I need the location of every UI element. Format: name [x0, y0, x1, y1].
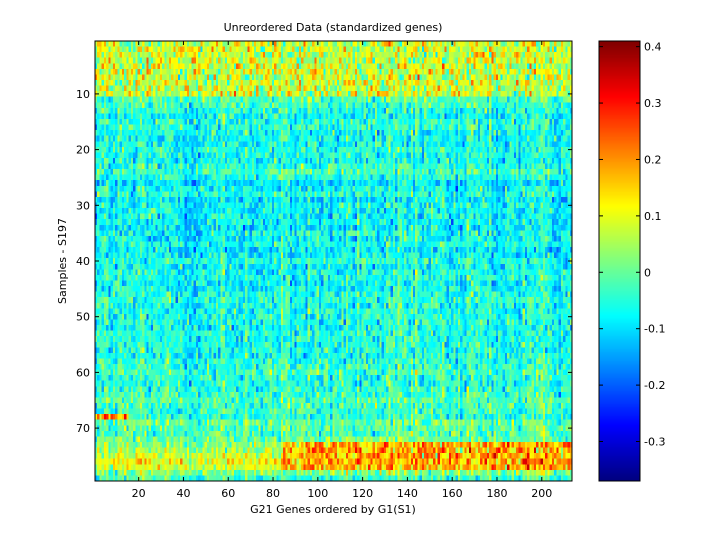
x-tick-label: 100 — [307, 487, 328, 500]
colorbar-gradient — [599, 41, 640, 481]
colorbar-tick-label: -0.3 — [644, 436, 665, 449]
x-tick-label: 60 — [221, 487, 235, 500]
x-tick-label: 80 — [266, 487, 280, 500]
x-tick-label: 20 — [132, 487, 146, 500]
x-tick-label: 40 — [176, 487, 190, 500]
colorbar-tick-label: 0.1 — [644, 210, 662, 223]
x-tick-label: 140 — [397, 487, 418, 500]
y-tick-label: 30 — [76, 199, 90, 212]
chart-title: Unreordered Data (standardized genes) — [224, 21, 443, 34]
colorbar-tick-label: 0 — [644, 266, 651, 279]
y-tick-label: 40 — [76, 255, 90, 268]
colorbar-tick-label: 0.2 — [644, 153, 662, 166]
heatmap-cells — [95, 41, 572, 481]
y-tick-label: 10 — [76, 88, 90, 101]
x-tick-label: 180 — [486, 487, 507, 500]
x-axis-label: G21 Genes ordered by G1(S1) — [250, 503, 416, 516]
colorbar-tick-label: -0.2 — [644, 379, 665, 392]
y-tick-label: 70 — [76, 422, 90, 435]
y-tick-label: 60 — [76, 366, 90, 379]
colorbar-tick-label: 0.4 — [644, 41, 662, 54]
y-axis-label: Samples - S197 — [56, 218, 69, 304]
x-tick-label: 120 — [352, 487, 373, 500]
y-tick-label: 50 — [76, 311, 90, 324]
x-tick-label: 200 — [531, 487, 552, 500]
colorbar-tick-label: 0.3 — [644, 97, 662, 110]
x-tick-label: 160 — [442, 487, 463, 500]
y-tick-label: 20 — [76, 144, 90, 157]
colorbar-tick-label: -0.1 — [644, 323, 665, 336]
